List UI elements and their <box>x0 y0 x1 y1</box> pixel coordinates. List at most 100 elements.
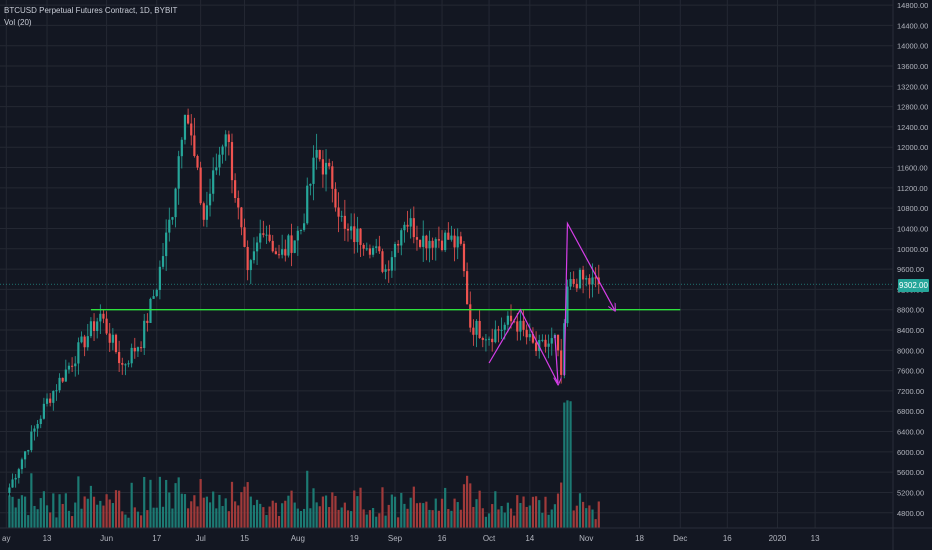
volume-bar <box>99 500 102 528</box>
candle-body <box>227 134 230 143</box>
volume-bar <box>525 506 528 528</box>
candle-body <box>180 139 183 157</box>
volume-bar <box>199 479 202 528</box>
volume-bar <box>450 510 453 528</box>
candle-body <box>425 235 428 249</box>
volume-bar <box>158 476 161 528</box>
candle-body <box>459 236 462 244</box>
price-axis[interactable]: 4800.00 5200.00 5600.00 6000.00 6400.00 6800.… <box>892 0 928 550</box>
volume-bar <box>252 505 256 528</box>
volume-bar <box>61 503 64 528</box>
candle-body <box>111 334 114 343</box>
time-tick-label: Jun <box>100 534 113 543</box>
candle-body <box>350 226 353 231</box>
candle-body <box>259 233 262 243</box>
candle-body <box>149 298 152 323</box>
candle-body <box>133 347 136 352</box>
candle-body <box>375 246 378 248</box>
volume-bar <box>262 507 265 528</box>
candle-body <box>284 249 287 256</box>
candle-body <box>487 338 491 340</box>
price-tick-label: 9600.00 <box>897 265 924 274</box>
volume-bar <box>17 498 20 528</box>
candle-body <box>161 256 165 267</box>
volume-bar <box>550 509 553 528</box>
candle-body <box>378 246 381 252</box>
volume-bar <box>381 487 384 528</box>
candle-body <box>509 315 513 322</box>
volume-bar <box>71 516 74 528</box>
price-tick-label: 8400.00 <box>897 326 924 335</box>
candle-body <box>450 235 453 240</box>
candle-body <box>8 487 11 493</box>
candle-body <box>384 269 387 272</box>
grid-layer <box>0 0 893 528</box>
price-tick-label: 12400.00 <box>897 123 928 132</box>
volume-bar <box>368 510 372 528</box>
volume-bar <box>20 495 24 528</box>
volume-bar <box>212 491 215 528</box>
candle-body <box>143 320 146 349</box>
volume-bar <box>588 505 591 528</box>
candle-body <box>290 235 293 253</box>
volume-bar <box>343 502 346 528</box>
volume-bar <box>237 505 240 528</box>
volume-bar <box>393 496 397 528</box>
candle-body <box>42 403 45 419</box>
candle-body <box>321 159 325 175</box>
volume-bar <box>227 511 230 528</box>
volume-bar <box>255 499 259 528</box>
volume-bar <box>437 510 440 528</box>
volume-bar <box>118 490 121 528</box>
candle-body <box>541 339 544 341</box>
candle-body <box>353 226 356 243</box>
candle-body <box>371 247 375 255</box>
volume-bar <box>390 494 393 528</box>
volume-bar <box>205 496 209 528</box>
volume-bar <box>469 483 472 528</box>
price-tick-label: 14400.00 <box>897 21 928 30</box>
candle-body <box>139 347 143 349</box>
volume-bar <box>221 505 224 528</box>
volume-bar <box>42 491 45 528</box>
volume-bar <box>168 492 171 528</box>
volume-bar <box>33 505 36 528</box>
candle-body <box>491 338 494 343</box>
volume-bar <box>171 508 174 528</box>
volume-bar <box>378 513 381 528</box>
candle-body <box>447 232 450 240</box>
candle-body <box>594 277 597 279</box>
symbol-title[interactable]: BTCUSD Perpetual Futures Contract, 1D, B… <box>4 6 178 15</box>
volume-bar <box>324 495 328 528</box>
candle-body <box>124 364 127 366</box>
candle-body <box>569 279 572 287</box>
volume-bar <box>556 493 560 528</box>
candle-body <box>296 230 299 241</box>
candle-body <box>268 234 271 241</box>
candle-body <box>80 336 83 343</box>
candle-body <box>534 342 538 352</box>
volume-bar <box>111 503 114 528</box>
candle-body <box>45 398 49 404</box>
candle-body <box>409 218 412 227</box>
candle-body <box>503 324 506 330</box>
volume-bar <box>516 495 519 528</box>
volume-bar <box>55 517 58 528</box>
volume-bar <box>384 515 387 528</box>
volume-indicator-label[interactable]: Vol (20) <box>4 18 32 27</box>
candle-body <box>155 289 158 297</box>
volume-bar <box>312 488 315 528</box>
candle-layer <box>8 108 600 497</box>
candle-body <box>208 193 212 206</box>
candle-body <box>221 146 224 155</box>
volume-bar <box>418 502 422 528</box>
price-tick-label: 8000.00 <box>897 346 924 355</box>
drawing-layer[interactable] <box>90 221 681 383</box>
time-axis[interactable]: ay 13 Jun 17 Jul 15 Aug 19 Sep 16 Oct 14 Nov 18 Dec 16 2… <box>0 527 932 543</box>
volume-bar <box>359 487 362 528</box>
volume-bar <box>193 495 196 528</box>
candle-body <box>174 188 177 218</box>
time-tick-label: 18 <box>635 534 644 543</box>
